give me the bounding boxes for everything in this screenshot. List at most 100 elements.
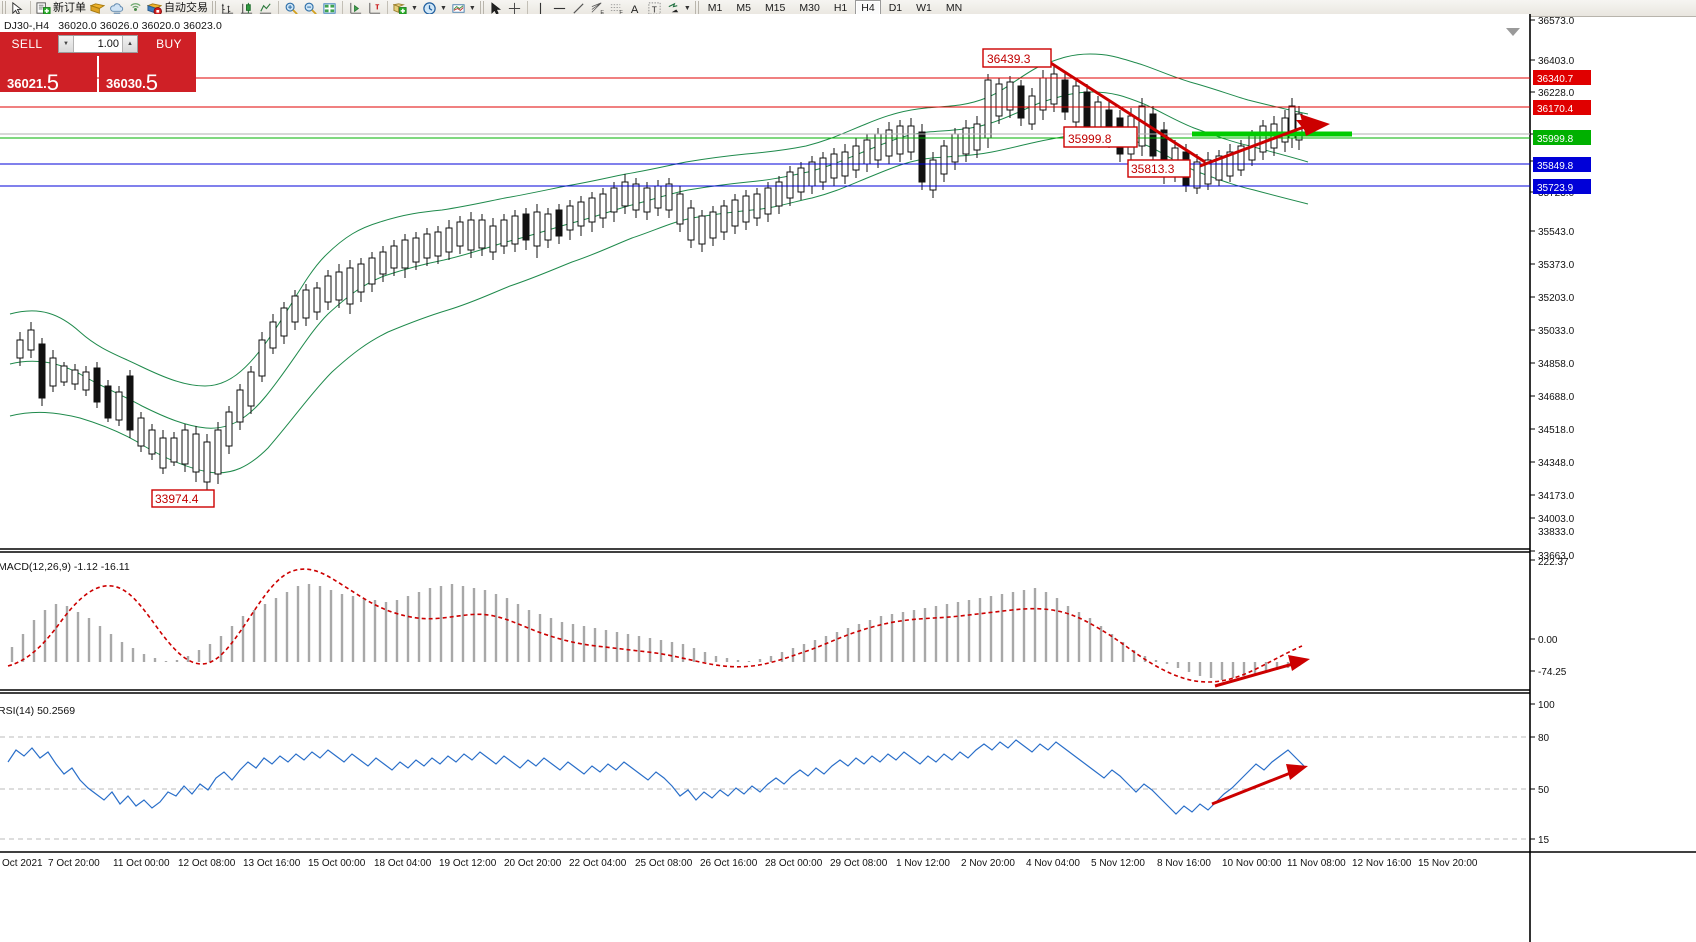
buy-price-main: 36030: [106, 76, 143, 91]
uptrend-line: [1199, 122, 1313, 168]
vertical-line-icon[interactable]: [531, 0, 550, 16]
tf-m5[interactable]: M5: [736, 2, 751, 14]
chart-symbol-period: DJ30-,H4: [4, 20, 50, 32]
macd-tick: 222.37: [1538, 557, 1569, 568]
toolbar-grip[interactable]: [2, 1, 6, 15]
annotation-text-1: 36439.3: [987, 52, 1031, 66]
price-tick: 33663.0: [1538, 551, 1575, 562]
rsi-arrow-head: [1286, 764, 1308, 780]
fibonacci-icon[interactable]: E: [588, 0, 607, 16]
chart-canvas[interactable]: 36439.3 35999.8 35813.3 33974.4 36573.0 …: [0, 14, 1696, 942]
grid-icon[interactable]: [320, 0, 339, 16]
candlestick-icon[interactable]: [237, 0, 256, 16]
time-tick: 7 Oct 20:00: [48, 858, 100, 869]
chart-svg: 36439.3 35999.8 35813.3 33974.4 36573.0 …: [0, 14, 1696, 942]
period-icon[interactable]: ▼: [420, 0, 449, 16]
scroll-end-icon[interactable]: [346, 0, 365, 16]
one-click-trading-panel[interactable]: SELL ▼ 1.00 ▲ BUY 36021. 5 36030. 5: [0, 32, 196, 95]
rsi-tick: 80: [1538, 733, 1550, 744]
volume-decrement-icon[interactable]: ▼: [59, 36, 74, 52]
time-tick: 10 Nov 00:00: [1222, 858, 1282, 869]
time-tick: 11 Oct 00:00: [113, 858, 170, 869]
chart-shift-icon[interactable]: [365, 0, 384, 16]
buy-button[interactable]: BUY: [142, 32, 196, 56]
tf-m15[interactable]: M15: [764, 2, 786, 14]
macd-axis: 222.37 0.00 -74.25: [1530, 557, 1569, 678]
signal-icon[interactable]: [126, 0, 145, 16]
volume-stepper[interactable]: ▼ 1.00 ▲: [58, 35, 138, 53]
rsi-label: RSI(14) 50.2569: [0, 705, 75, 717]
cloud-icon[interactable]: [107, 0, 126, 16]
price-axis: 36573.0 36403.0 36228.0 36058.0 35888.0 …: [1530, 16, 1575, 562]
chevron-down-icon-4[interactable]: ▼: [683, 4, 691, 12]
volume-value[interactable]: 1.00: [97, 38, 119, 50]
line-chart-icon[interactable]: [256, 0, 275, 16]
annotation-35813[interactable]: 35813.3: [1127, 159, 1191, 178]
text-label-icon[interactable]: T: [645, 0, 664, 16]
annotation-35999[interactable]: 35999.8: [1063, 126, 1138, 148]
time-tick: 18 Oct 04:00: [374, 858, 432, 869]
annotation-text-4: 33974.4: [155, 492, 199, 506]
cursor-arrow-icon[interactable]: [8, 0, 27, 16]
sell-price[interactable]: 36021. 5: [0, 56, 97, 94]
macd-label: MACD(12,26,9) -1.12 -16.11: [0, 561, 130, 573]
indicators-icon[interactable]: ▼: [391, 0, 420, 16]
tf-mn[interactable]: MN: [945, 2, 963, 14]
macd-tick: -74.25: [1538, 667, 1567, 678]
annotation-text-3: 35813.3: [1131, 162, 1175, 176]
arrows-icon[interactable]: ▼: [664, 0, 693, 16]
volume-increment-icon[interactable]: ▲: [122, 36, 137, 52]
auto-trading-button[interactable]: 自动交易: [145, 0, 210, 16]
chevron-down-icon-3[interactable]: ▼: [468, 4, 476, 12]
time-tick: 13 Oct 16:00: [243, 858, 301, 869]
cursor-icon[interactable]: [486, 0, 505, 16]
zoom-out-icon[interactable]: [301, 0, 320, 16]
fibo-f-icon[interactable]: F: [607, 0, 626, 16]
buy-price[interactable]: 36030. 5: [99, 56, 196, 95]
time-tick: 8 Nov 16:00: [1157, 858, 1211, 869]
time-tick: 26 Oct 16:00: [700, 858, 758, 869]
candlestick-series: [16, 66, 1303, 490]
annotation-text-2: 35999.8: [1068, 132, 1112, 146]
price-tick: 35543.0: [1538, 227, 1575, 238]
tf-d1[interactable]: D1: [888, 2, 903, 14]
rsi-line: [7, 739, 1305, 815]
horizontal-line-icon[interactable]: [550, 0, 569, 16]
macd-trend-arrow: [1214, 660, 1301, 688]
tf-w1[interactable]: W1: [916, 2, 932, 14]
time-tick: 1 Nov 12:00: [896, 858, 950, 869]
sell-price-main: 36021: [7, 76, 44, 91]
price-tag-36170: 36170.4: [1533, 100, 1591, 115]
sell-button[interactable]: SELL: [0, 32, 54, 56]
folder-icon[interactable]: [88, 0, 107, 16]
text-icon[interactable]: A: [626, 0, 645, 16]
chevron-down-icon[interactable]: ▼: [411, 4, 418, 12]
chevron-down-icon-2[interactable]: ▼: [439, 4, 447, 12]
templates-icon[interactable]: ▼: [449, 0, 478, 16]
annotation-36439[interactable]: 36439.3: [982, 48, 1052, 68]
crosshair-icon[interactable]: [505, 0, 524, 16]
toolbar-grip-3[interactable]: [479, 1, 484, 15]
auto-trading-label: 自动交易: [164, 1, 208, 14]
toolbar-grip-2[interactable]: [212, 1, 216, 15]
toolbar-grip-4[interactable]: [694, 1, 699, 15]
price-tick: 33833.0: [1538, 527, 1575, 538]
rsi-tick: 100: [1538, 700, 1555, 711]
time-tick: 29 Oct 08:00: [830, 858, 888, 869]
tf-m30[interactable]: M30: [799, 2, 820, 14]
price-tag-value: 35849.8: [1537, 161, 1574, 172]
divider-2: [278, 0, 279, 16]
new-order-button[interactable]: 新订单: [34, 0, 88, 16]
tf-h4[interactable]: H4: [855, 0, 881, 16]
tf-m1[interactable]: M1: [707, 2, 723, 14]
buy-price-frac: 5: [145, 70, 159, 95]
time-tick: 25 Oct 08:00: [635, 858, 693, 869]
annotation-33974[interactable]: 33974.4: [151, 489, 215, 508]
chart-ohlc: 36020.0 36026.0 36020.0 36023.0: [58, 20, 222, 32]
bar-chart-icon[interactable]: [218, 0, 237, 16]
zoom-in-icon[interactable]: [282, 0, 301, 16]
trendline-icon[interactable]: [569, 0, 588, 16]
price-tag-value: 36170.4: [1537, 104, 1574, 115]
svg-text:F: F: [619, 10, 623, 16]
tf-h1[interactable]: H1: [833, 2, 848, 14]
